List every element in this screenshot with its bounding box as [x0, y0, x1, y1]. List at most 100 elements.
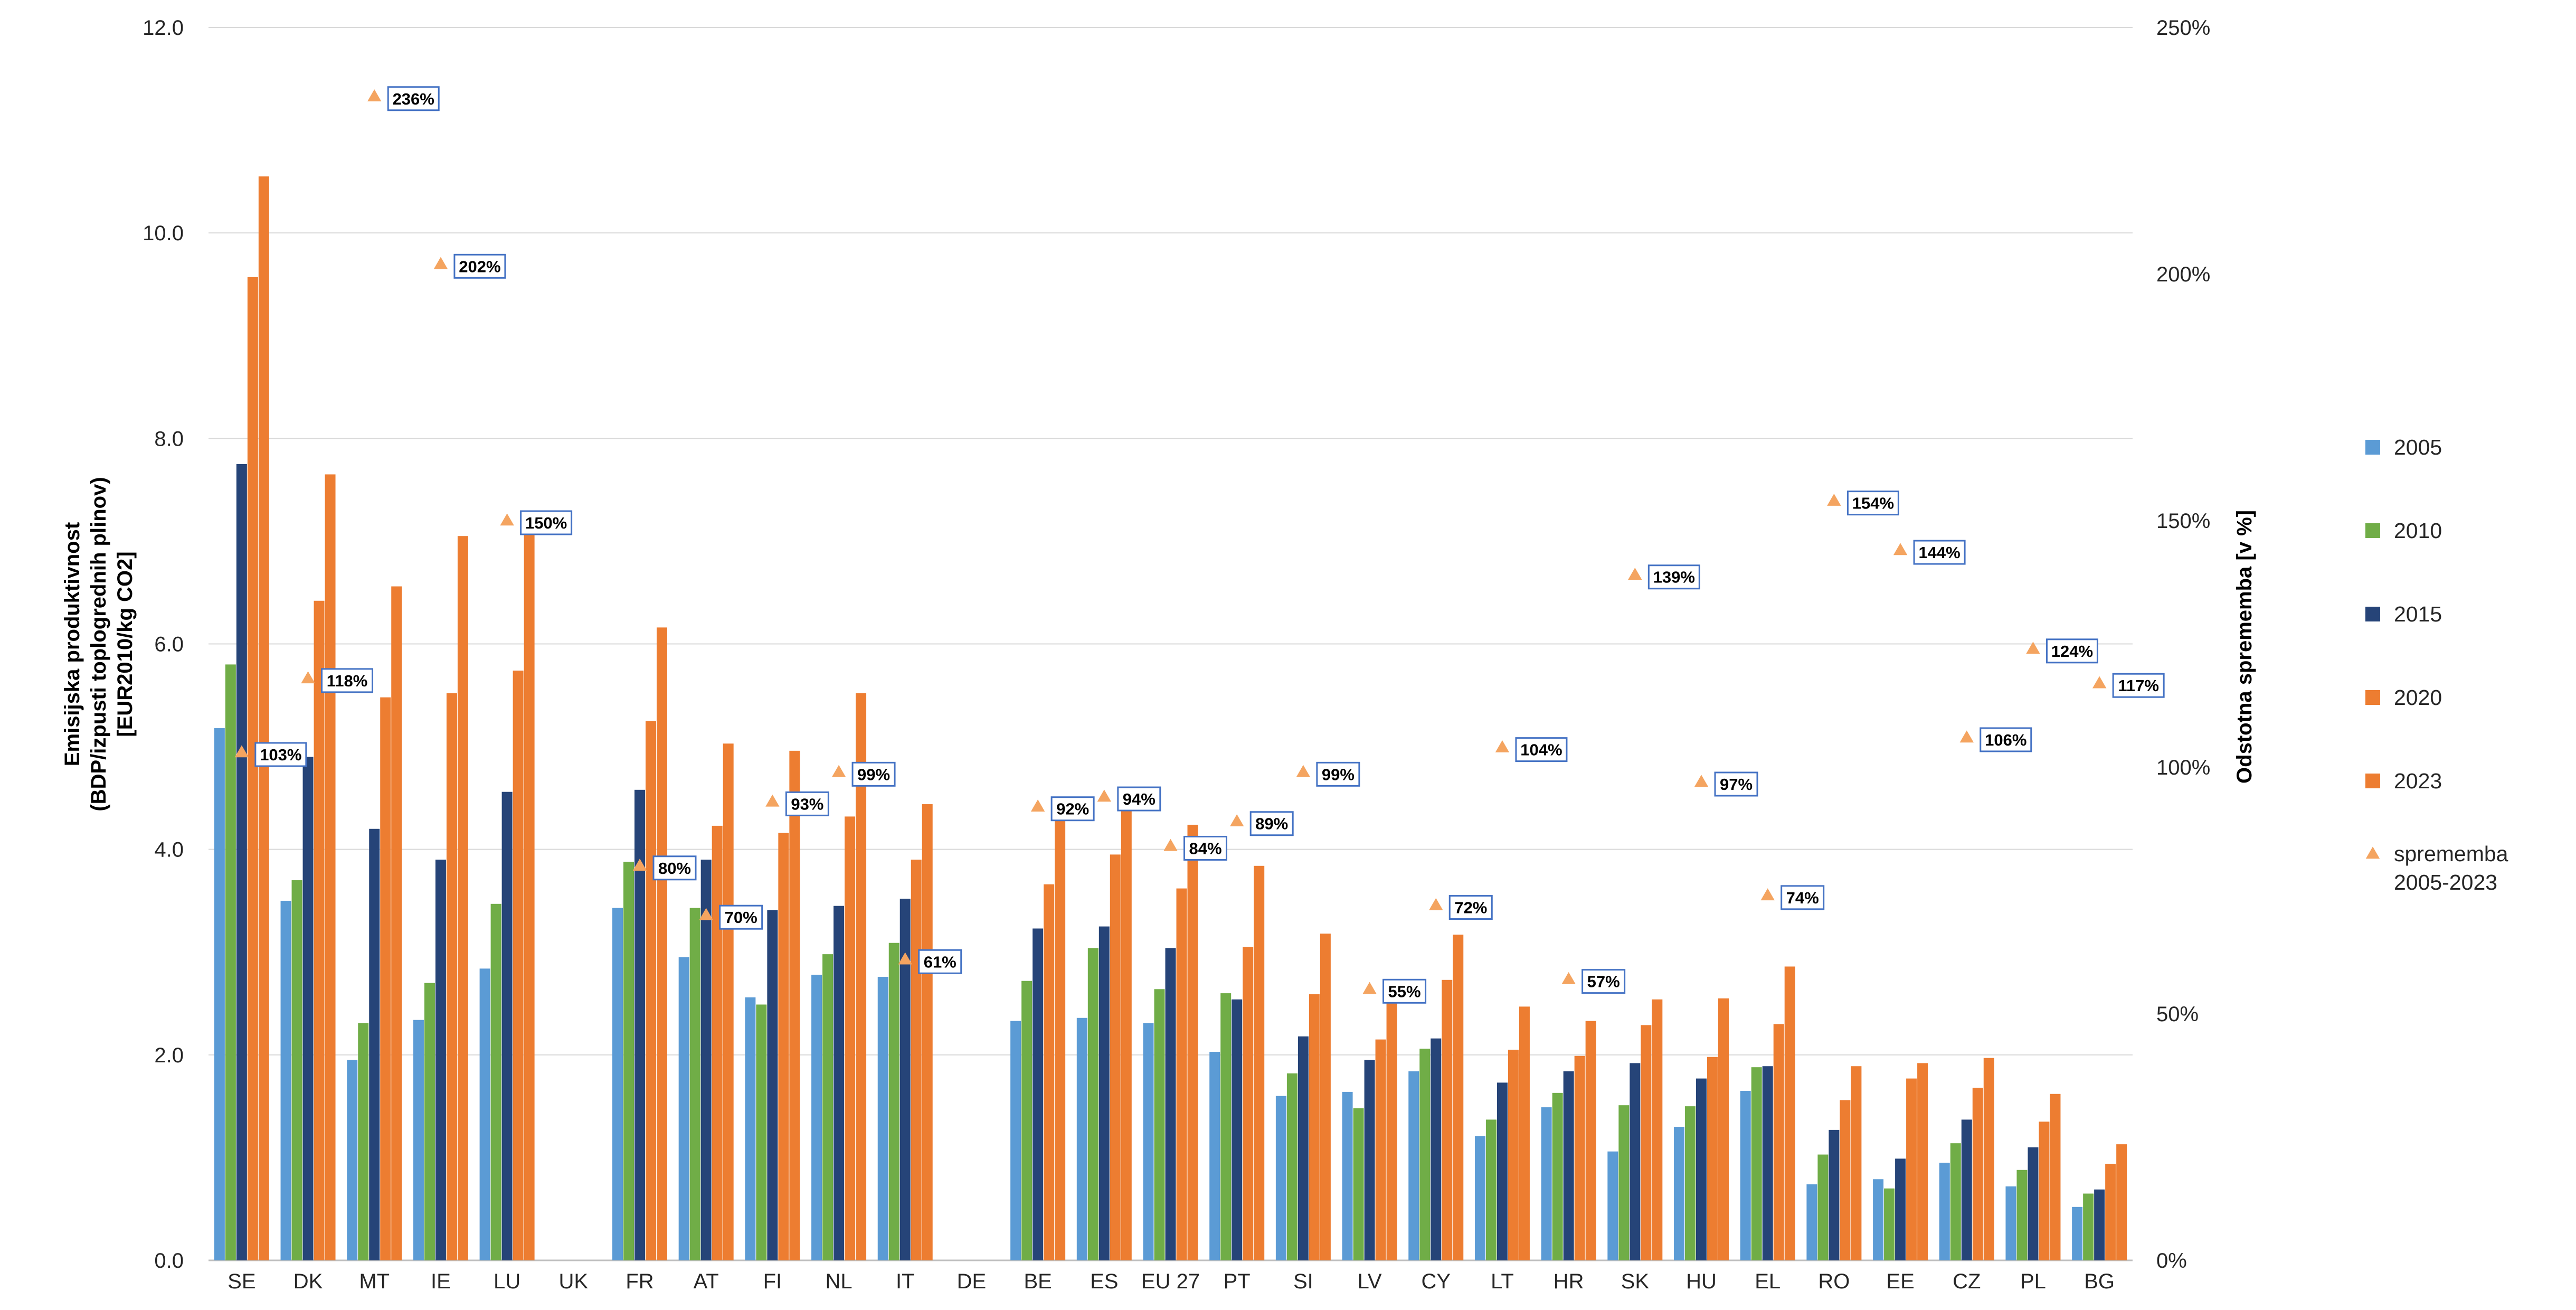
change-marker [1030, 799, 1045, 812]
change-data-label: 106% [1985, 731, 2026, 749]
bar-2005 [877, 976, 888, 1260]
bar-2023 [325, 474, 336, 1260]
change-label-box [652, 855, 697, 881]
y-tick-label: 8.0 [154, 427, 184, 450]
x-tick-label: HU [1686, 1270, 1717, 1293]
change-data-label: 92% [1056, 800, 1089, 818]
bar-2015 [1497, 1082, 1508, 1260]
change-data-label: 124% [2051, 642, 2093, 661]
category-group-bg [2072, 1144, 2127, 1260]
bar-2005 [2005, 1186, 2016, 1260]
bar-2005 [1010, 1021, 1021, 1260]
bar-2023 [1718, 998, 1729, 1260]
change-data-label: 97% [1720, 775, 1753, 794]
change-marker [234, 745, 249, 758]
change-marker [1893, 543, 1908, 555]
legend-swatch-change [2365, 846, 2380, 859]
bar-2020 [2039, 1121, 2050, 1260]
category-group-sk [1607, 999, 1663, 1260]
bar-2020 [1044, 884, 1055, 1260]
bar-2015 [700, 860, 712, 1260]
x-tick-label: PL [2020, 1270, 2046, 1293]
bar-2023 [1851, 1066, 1862, 1260]
bar-2015 [767, 910, 778, 1260]
category-group-lu [479, 531, 535, 1261]
change-data-label: 89% [1255, 815, 1288, 833]
change-marker [367, 89, 382, 101]
bar-2010 [888, 943, 899, 1260]
change-marker [765, 794, 780, 807]
y2-tick-label: 150% [2156, 510, 2210, 533]
category-group-pl [2005, 1094, 2061, 1260]
change-label-box [1515, 737, 1568, 762]
change-data-label: 99% [1322, 765, 1355, 784]
change-data-label: 99% [857, 765, 890, 784]
x-tick-label: SE [228, 1270, 255, 1293]
bar-2023 [1254, 865, 1265, 1260]
category-group-hu [1674, 998, 1729, 1260]
bar-2020 [778, 833, 789, 1260]
y2-tick-label: 200% [2156, 263, 2210, 286]
x-tick-label: NL [825, 1270, 852, 1293]
bar-2005 [1076, 1017, 1087, 1260]
bar-2023 [1585, 1021, 1596, 1260]
category-group-cy [1408, 935, 1464, 1260]
bar-2020 [1176, 888, 1187, 1260]
bar-2020 [1972, 1088, 1983, 1260]
bar-2005 [2072, 1207, 2083, 1260]
change-data-label: 61% [924, 953, 956, 971]
change-data-label: 117% [2118, 676, 2159, 695]
change-marker [831, 765, 846, 777]
change-label-box [719, 904, 763, 930]
legend-swatch-2010 [2365, 523, 2380, 538]
change-label-box [321, 668, 374, 693]
x-tick-label: EU 27 [1141, 1270, 1200, 1293]
bar-2023 [1519, 1006, 1530, 1260]
change-marker [898, 952, 912, 965]
bar-2015 [302, 757, 314, 1260]
bar-2020 [314, 600, 325, 1260]
legend-label: sprememba [2394, 842, 2508, 866]
bar-2005 [479, 968, 490, 1260]
change-data-label: 103% [260, 746, 301, 764]
bar-2005 [612, 908, 623, 1260]
change-marker [2092, 676, 2107, 689]
bar-2015 [1298, 1036, 1309, 1260]
x-tick-label: DE [957, 1270, 987, 1293]
x-tick-label: BG [2084, 1270, 2115, 1293]
bar-2005 [1474, 1136, 1485, 1260]
bar-2020 [1309, 994, 1320, 1260]
change-data-label: 94% [1123, 790, 1156, 808]
x-tick-label: LT [1491, 1270, 1514, 1293]
change-marker [433, 257, 448, 269]
category-group-lt [1474, 1006, 1530, 1260]
y-tick-label: 0.0 [154, 1249, 184, 1273]
legend-label: 2010 [2394, 519, 2442, 543]
bar-2010 [689, 908, 700, 1260]
bar-2023 [656, 627, 667, 1260]
change-data-label: 70% [725, 908, 757, 927]
y-tick-label: 4.0 [154, 838, 184, 862]
category-group-es [1076, 796, 1132, 1260]
bar-2010 [756, 1004, 767, 1260]
bar-2015 [501, 791, 513, 1260]
bar-2005 [678, 957, 689, 1260]
bar-2010 [1552, 1092, 1563, 1260]
change-label-box [254, 742, 307, 767]
change-markers: 103% 118% 236% 202% 150% 80% 70% 93% 99% 61% 92% 94… [234, 86, 2165, 1004]
bar-2023 [1187, 824, 1198, 1260]
change-marker [1694, 775, 1709, 787]
y2-axis-title: Odstotna sprememba [v %] [2233, 510, 2256, 784]
category-group-fi [745, 750, 800, 1260]
y-axis-title-line: Emisijska produktivnost [61, 522, 84, 766]
change-label-box [520, 510, 573, 535]
bar-2005 [1275, 1096, 1286, 1260]
legend: 2005 2010 2015 2020 2023 sprememba 2005-2023 [2365, 435, 2508, 894]
category-group-eu-27 [1143, 824, 1198, 1260]
bar-2015 [1232, 999, 1243, 1260]
change-marker [1163, 838, 1178, 851]
bar-2005 [413, 1020, 424, 1260]
x-tick-label: FI [763, 1270, 782, 1293]
x-tick-label: CZ [1953, 1270, 1981, 1293]
